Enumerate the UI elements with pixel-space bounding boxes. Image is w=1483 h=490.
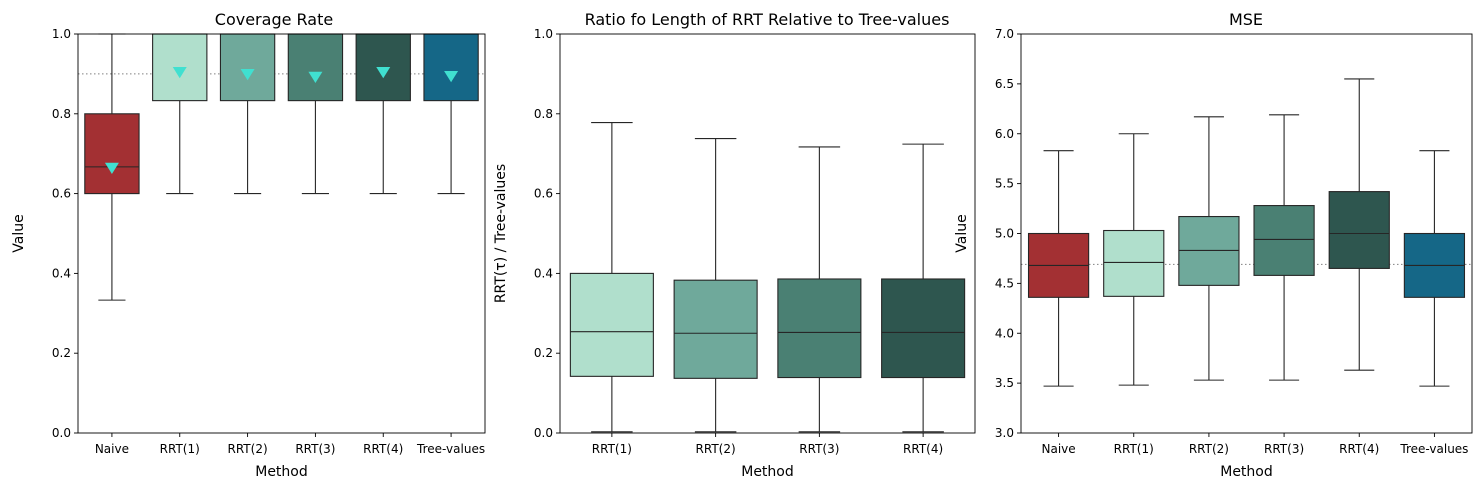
box-rrt-2 [673, 137, 758, 433]
box-rrt-1 [152, 33, 208, 195]
box-rrt-3 [1253, 114, 1315, 381]
box-body [569, 272, 654, 377]
box-tree-values [423, 33, 479, 195]
x-tick-label: RRT(2) [228, 442, 268, 456]
x-axis-label: Method [1220, 464, 1273, 480]
x-tick-label: RRT(4) [363, 442, 403, 456]
box-rrt-3 [777, 146, 862, 433]
x-tick-label: RRT(3) [295, 442, 335, 456]
box-rrt-2 [219, 33, 276, 195]
x-tick-label: RRT(1) [592, 442, 632, 456]
box-body [881, 278, 966, 379]
x-tick-label: Tree-values [416, 442, 485, 456]
y-tick-label: 0.2 [52, 346, 71, 360]
y-tick-label: 1.0 [52, 27, 71, 41]
x-tick-label: RRT(4) [1339, 442, 1379, 456]
box-rrt-4 [881, 143, 966, 433]
mean-marker [104, 162, 119, 174]
mean-marker [444, 70, 459, 83]
y-tick-label: 6.5 [995, 77, 1014, 91]
mean-marker [172, 67, 187, 79]
chart-title: Ratio fo Length of RRT Relative to Tree-… [585, 10, 950, 29]
box-naive [84, 33, 140, 301]
box-body [673, 279, 758, 379]
x-tick-label: RRT(4) [903, 442, 943, 456]
chart-panel-2: 0.0 0.2 0.4 0.6 0.8 1.0 RRT(1) RRT(2) RRT(3) RRT(… [493, 10, 976, 480]
box-body [219, 33, 276, 102]
mean-marker [376, 67, 391, 79]
y-tick-label: 0.2 [534, 346, 553, 360]
box-body [1103, 229, 1165, 297]
chart-panel-3: 3.0 3.5 4.0 4.5 5.0 5.5 6.0 6.5 7.0 Naive RRT(1) RR… [954, 10, 1473, 480]
y-tick-label: 6.0 [995, 127, 1014, 141]
x-tick-label: RRT(2) [1189, 442, 1229, 456]
y-axis-label: Value [954, 214, 970, 252]
y-tick-label: 0.0 [52, 426, 71, 440]
box-rrt-4 [355, 33, 411, 195]
chart-panel-1: 0.0 0.2 0.4 0.6 0.8 1.0 Naive RRT(1) RRT(2) RRT(3… [11, 10, 486, 480]
box-naive [1027, 150, 1090, 387]
x-tick-label: RRT(3) [799, 442, 839, 456]
x-tick-label: RRT(3) [1264, 442, 1304, 456]
axes-frame [77, 33, 486, 434]
y-tick-label: 0.4 [52, 266, 71, 280]
y-tick-label: 3.0 [995, 426, 1014, 440]
chart-title: MSE [1229, 10, 1263, 29]
box-rrt-2 [1178, 116, 1240, 381]
mean-marker [240, 69, 255, 81]
box-tree-values [1403, 150, 1466, 387]
y-axis-label: Value [11, 214, 27, 252]
y-tick-label: 4.5 [995, 276, 1014, 290]
x-tick-label: Tree-values [1399, 442, 1468, 456]
y-tick-label: 0.0 [534, 426, 553, 440]
x-tick-label: RRT(1) [1114, 442, 1154, 456]
mean-marker [308, 71, 323, 83]
box-body [1253, 205, 1315, 276]
y-tick-label: 4.0 [995, 326, 1014, 340]
box-body [84, 113, 140, 195]
x-tick-label: Naive [1042, 442, 1076, 456]
box-rrt-1 [569, 122, 654, 433]
y-tick-label: 1.0 [534, 27, 553, 41]
y-axis-label: RRT(τ) / Tree-values [493, 164, 509, 303]
y-tick-label: 0.8 [52, 107, 71, 121]
chart-title: Coverage Rate [215, 10, 333, 29]
y-tick-label: 0.6 [52, 187, 71, 201]
box-body [1328, 191, 1390, 269]
y-tick-label: 3.5 [995, 376, 1014, 390]
x-axis-label: Method [255, 464, 308, 480]
box-rrt-4 [1328, 78, 1390, 371]
y-tick-label: 0.6 [534, 187, 553, 201]
y-tick-label: 5.5 [995, 177, 1014, 191]
y-tick-label: 0.4 [534, 266, 553, 280]
box-rrt-3 [287, 33, 344, 195]
box-body [777, 278, 862, 379]
x-tick-label: RRT(1) [160, 442, 200, 456]
box-rrt-1 [1103, 133, 1165, 386]
box-body [287, 33, 344, 102]
box-body [423, 33, 479, 102]
axes-frame [559, 33, 976, 434]
y-tick-label: 5.0 [995, 227, 1014, 241]
y-tick-label: 0.8 [534, 107, 553, 121]
x-tick-label: RRT(2) [696, 442, 736, 456]
x-axis-label: Method [741, 464, 794, 480]
y-tick-label: 7.0 [995, 27, 1014, 41]
x-tick-label: Naive [95, 442, 129, 456]
